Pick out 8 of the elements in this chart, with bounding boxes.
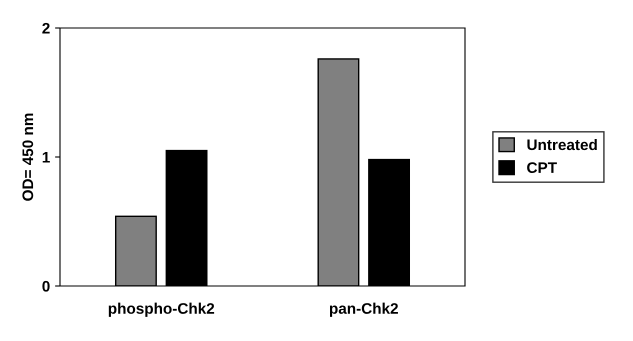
y-tick-label: 2 xyxy=(42,22,50,34)
y-axis-title: OD= 450 nm xyxy=(22,114,34,201)
legend-label: CPT xyxy=(527,162,557,174)
x-tick-label: phospho-Chk2 xyxy=(108,302,214,317)
x-tick-label: pan-Chk2 xyxy=(330,302,398,317)
y-tick-label: 0 xyxy=(42,280,50,292)
legend-label: Untreated xyxy=(527,138,597,150)
y-tick-label: 1 xyxy=(42,152,50,163)
